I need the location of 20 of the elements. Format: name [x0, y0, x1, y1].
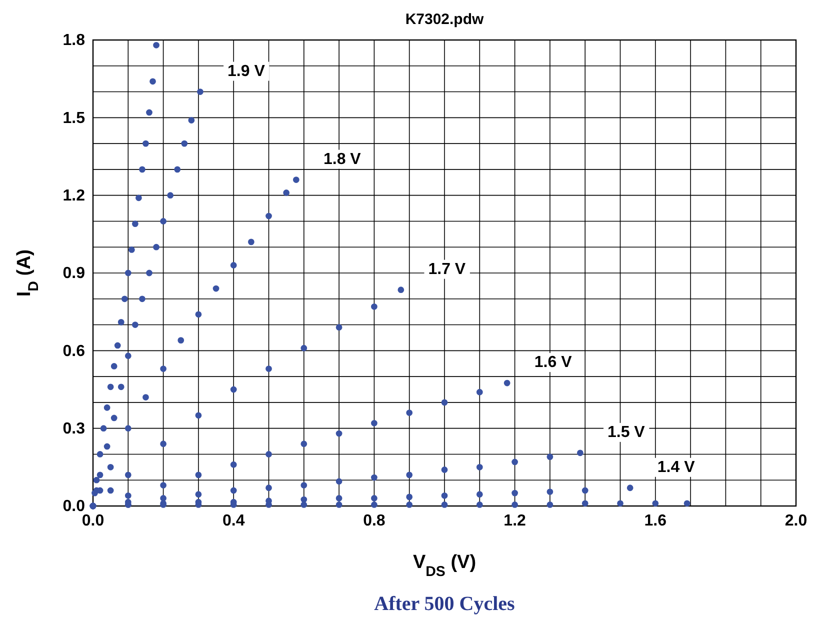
series-label: 1.9 V — [228, 62, 266, 80]
y-tick-label: 0.6 — [62, 342, 86, 360]
series-label: 1.8 V — [323, 150, 362, 168]
x-tick-label: 0.8 — [363, 512, 386, 530]
x-tick-label: 2.0 — [784, 512, 808, 530]
x-tick-label: 1.6 — [644, 512, 667, 530]
chart-title: K7302.pdw — [405, 11, 484, 28]
y-tick-label: 1.8 — [62, 32, 86, 50]
series-label: 1.7 V — [428, 260, 466, 278]
x-tick-label: 0.4 — [222, 512, 245, 530]
y-tick-label: 0.9 — [62, 265, 86, 282]
series-label: 1.5 V — [608, 424, 646, 441]
y-tick-label: 1.2 — [62, 187, 86, 204]
series-label: 1.4 V — [657, 458, 696, 476]
series-label: 1.6 V — [534, 354, 572, 372]
y-tick-label: 0.3 — [62, 420, 86, 438]
x-tick-label: 1.2 — [504, 512, 526, 530]
x-axis-title: V$_{DS}$ (V) — [412, 552, 476, 580]
y-tick-label: 1.5 — [62, 110, 86, 127]
text: After 500 Cycles — [374, 593, 516, 615]
